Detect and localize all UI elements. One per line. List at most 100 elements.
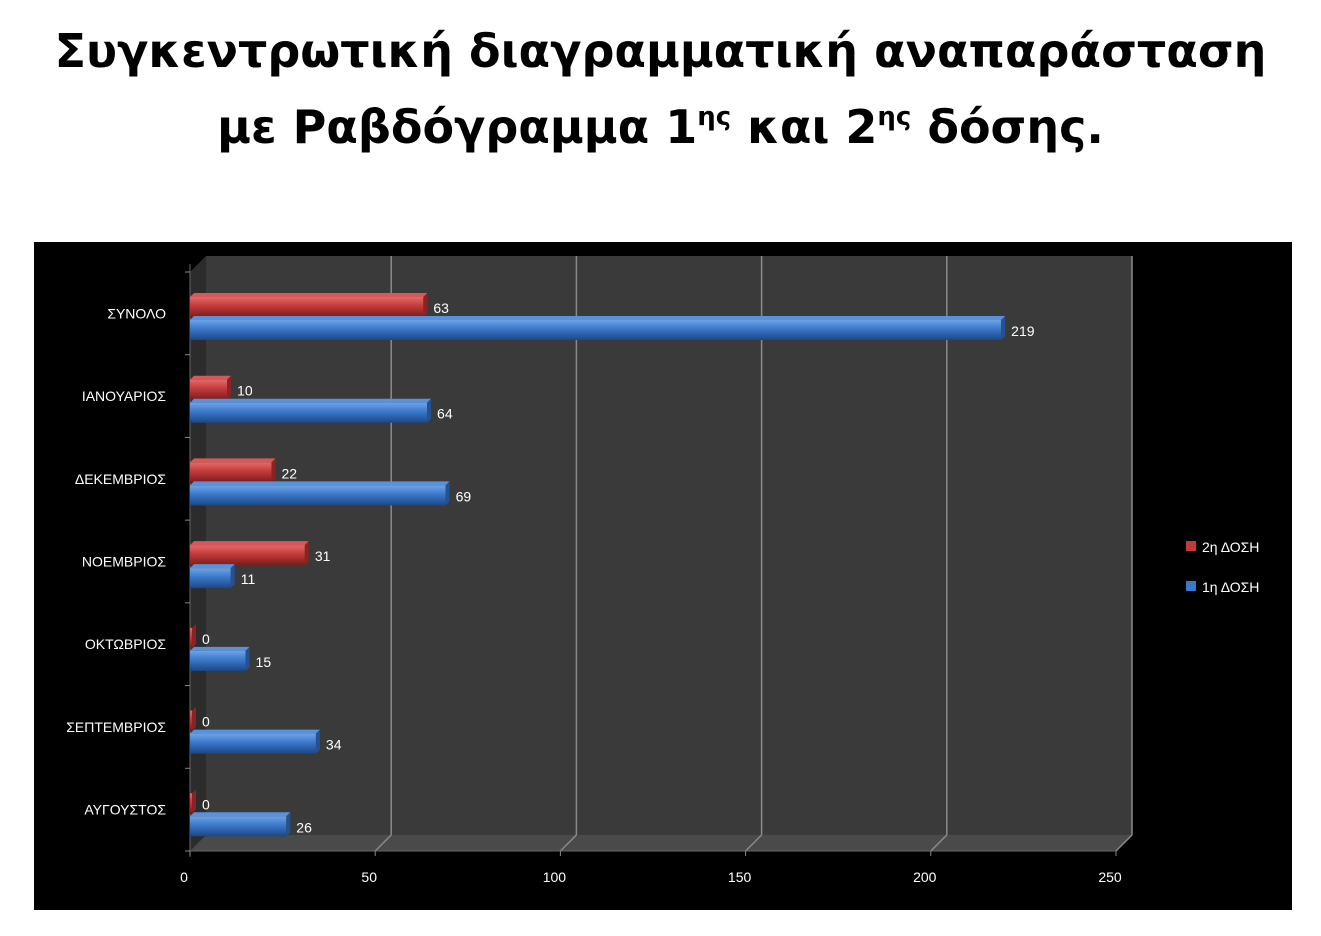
data-label: 0: [202, 796, 210, 812]
bar-end-face: [192, 706, 196, 731]
data-label: 219: [1011, 323, 1035, 339]
bar-dose2: [190, 375, 232, 400]
bar-end-face: [192, 623, 196, 648]
category-label: ΟΚΤΩΒΡΙΟΣ: [85, 636, 166, 652]
bar-dose1: [190, 316, 1006, 340]
title-line-2-part-a: με Ραβδόγραμμα 1: [217, 100, 698, 154]
chart-frame: 0 50 100 150 200 250 ΣΥΝΟΛΟ 63 219 ΙΑΝΟΥΑΡΙΟΣ 10 64…: [34, 242, 1292, 910]
bar-front-face: [190, 568, 231, 589]
title-superscript-1: ης: [697, 102, 732, 132]
category-label: ΣΕΠΤΕΜΒΡΙΟΣ: [66, 719, 166, 735]
bar-end-face: [271, 458, 276, 483]
title-superscript-2: ης: [877, 102, 912, 132]
slide-title: Συγκεντρωτική διαγραμματική αναπαράσταση…: [0, 18, 1321, 160]
bar-front-face: [190, 793, 192, 814]
bar-end-face: [427, 398, 432, 423]
data-label: 64: [437, 406, 453, 422]
bar-top-face: [190, 812, 291, 817]
bar-dose2: [190, 541, 309, 566]
gridline-floor: [374, 834, 392, 852]
legend-swatch-dose2: [1186, 541, 1196, 551]
legend-swatch-dose1: [1186, 581, 1196, 591]
data-label: 69: [456, 488, 472, 504]
title-line-2-part-c: δόσης.: [911, 100, 1104, 154]
bar-top-face: [190, 293, 428, 297]
legend-label: 1η ΔΟΣΗ: [1202, 579, 1259, 595]
data-label: 34: [326, 737, 342, 753]
x-tick-label: 150: [728, 869, 752, 885]
title-line-1: Συγκεντρωτική διαγραμματική αναπαράσταση: [54, 24, 1267, 78]
x-tick-label: 200: [913, 869, 937, 885]
bar-front-face: [190, 462, 272, 483]
bar-end-face: [192, 789, 196, 814]
data-label: 26: [296, 819, 312, 835]
data-label: 15: [256, 654, 272, 670]
data-label: 22: [281, 465, 297, 481]
bar-top-face: [190, 729, 320, 734]
title-line-2: με Ραβδόγραμμα 1ης και 2ης δόσης.: [0, 84, 1321, 160]
bar-top-face: [190, 316, 1006, 320]
bar-dose2: [190, 706, 196, 731]
bar-front-face: [190, 485, 446, 506]
gridline-floor: [1115, 834, 1133, 852]
data-label: 0: [202, 714, 210, 730]
bar-end-face: [286, 812, 291, 837]
data-label: 10: [237, 383, 253, 399]
bar-top-face: [190, 481, 450, 486]
bar-front-face: [190, 733, 316, 754]
bar-dose1: [190, 564, 235, 589]
category-label: ΔΕΚΕΜΒΡΙΟΣ: [75, 471, 166, 487]
bar-end-face: [227, 375, 232, 400]
bar-front-face: [190, 402, 428, 423]
bar-dose2: [190, 789, 196, 814]
data-label: 31: [315, 548, 331, 564]
bar-front-face: [190, 710, 192, 731]
plot-floor: [190, 835, 1132, 851]
bar-dose1: [190, 481, 450, 506]
data-label: 63: [433, 300, 449, 316]
bar-end-face: [245, 646, 250, 671]
gridline-floor: [930, 834, 948, 852]
bar-end-face: [304, 541, 309, 566]
plot-back-wall: [190, 256, 1132, 851]
data-label: 0: [202, 631, 210, 647]
bar-top-face: [190, 541, 309, 546]
category-label: ΙΑΝΟΥΑΡΙΟΣ: [82, 388, 167, 404]
bar-dose1: [190, 398, 432, 423]
bar-front-face: [190, 650, 246, 671]
title-line-2-part-b: και 2: [731, 100, 878, 154]
category-label: ΝΟΕΜΒΡΙΟΣ: [82, 554, 166, 570]
bar-front-face: [190, 545, 305, 566]
bar-front-face: [190, 297, 424, 317]
category-label: ΣΥΝΟΛΟ: [107, 305, 166, 321]
bar-top-face: [190, 458, 276, 463]
bar-end-face: [230, 564, 235, 589]
bar-end-face: [315, 729, 320, 754]
bar-front-face: [190, 320, 1002, 340]
bar-front-face: [190, 816, 287, 837]
bar-top-face: [190, 398, 432, 403]
bar-end-face: [423, 293, 428, 317]
bar-end-face: [1001, 316, 1006, 340]
bar-dose1: [190, 812, 291, 837]
legend-label: 2η ΔΟΣΗ: [1202, 539, 1259, 555]
bar-top-face: [190, 564, 235, 569]
x-tick-label: 50: [361, 869, 377, 885]
bar-top-face: [190, 375, 232, 380]
bar-end-face: [445, 481, 450, 506]
x-tick-label: 250: [1098, 869, 1122, 885]
data-label: 11: [241, 571, 256, 587]
bar-dose1: [190, 646, 250, 671]
bar-dose2: [190, 293, 428, 317]
gridline-floor: [559, 834, 577, 852]
bar-front-face: [190, 627, 192, 648]
x-tick-label: 100: [543, 869, 567, 885]
bar-dose1: [190, 729, 320, 754]
category-label: ΑΥΓΟΥΣΤΟΣ: [84, 802, 166, 818]
bar-dose2: [190, 623, 196, 648]
bar-front-face: [190, 379, 228, 400]
gridline-floor: [745, 834, 763, 852]
x-tick-label: 0: [180, 869, 188, 885]
bar-dose2: [190, 458, 276, 483]
